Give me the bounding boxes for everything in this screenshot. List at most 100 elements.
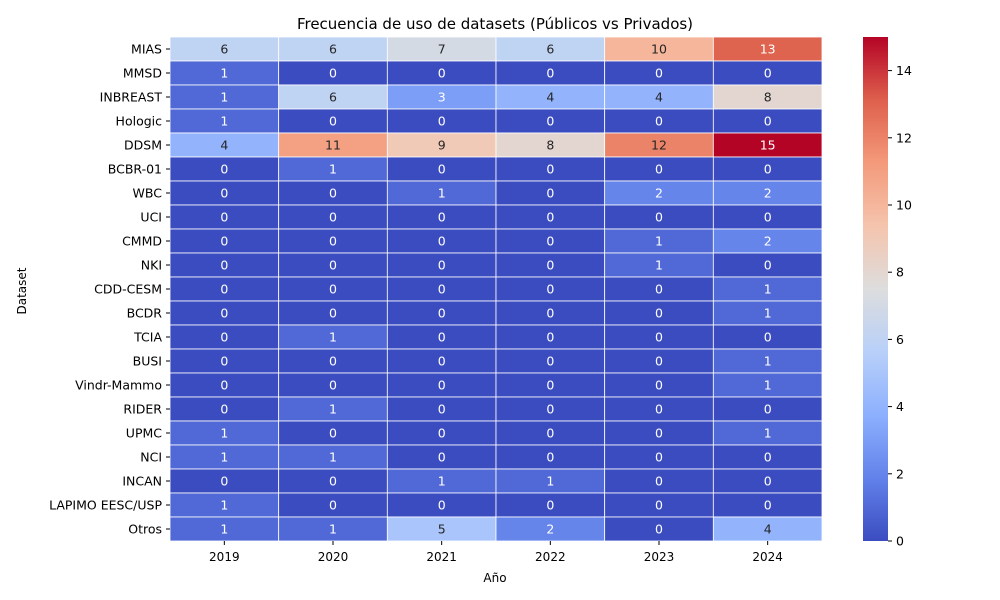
- heatmap-cell: [712, 300, 823, 326]
- cell-value-label: 0: [764, 330, 772, 345]
- x-axis-label: Año: [483, 571, 506, 585]
- heatmap-cell: [278, 228, 388, 254]
- heatmap-cell: [604, 492, 714, 518]
- heatmap-cell: [495, 372, 606, 398]
- heatmap-cell: [278, 516, 388, 542]
- cell-value-label: 0: [655, 354, 663, 369]
- heatmap-cell: [169, 324, 280, 350]
- y-tick-label: BUSI: [133, 354, 162, 369]
- cell-value-label: 8: [546, 138, 554, 153]
- cell-value-label: 1: [764, 282, 772, 297]
- cell-value-label: 0: [546, 186, 554, 201]
- heatmap-cell: [169, 300, 280, 326]
- heatmap-cell: [604, 396, 714, 422]
- cell-value-label: 1: [329, 522, 337, 537]
- heatmap-cell: [712, 156, 823, 182]
- y-tick-label: WBC: [133, 186, 163, 201]
- cell-value-label: 0: [655, 450, 663, 465]
- cell-value-label: 1: [655, 234, 663, 249]
- heatmap-cell: [386, 132, 497, 158]
- cell-value-label: 1: [764, 426, 772, 441]
- cell-value-label: 4: [655, 90, 663, 105]
- heatmap-cell: [169, 156, 280, 182]
- heatmap-cell: [278, 108, 388, 134]
- cell-value-label: 0: [546, 114, 554, 129]
- cell-value-label: 11: [325, 138, 341, 153]
- cell-value-label: 0: [655, 66, 663, 81]
- heatmap-cell: [278, 300, 388, 326]
- x-tick-label: 2019: [209, 550, 240, 564]
- heatmap-cell: [495, 108, 606, 134]
- heatmap-cell: [495, 276, 606, 302]
- colorbar-tick-label: 12: [896, 130, 912, 145]
- cell-value-label: 0: [546, 402, 554, 417]
- y-tick-label: LAPIMO EESC/USP: [49, 498, 162, 513]
- cell-value-label: 0: [220, 354, 228, 369]
- cell-value-label: 0: [764, 66, 772, 81]
- y-tick-label: DDSM: [124, 138, 162, 153]
- heatmap-cell: [495, 420, 606, 446]
- y-axis-label: Dataset: [15, 267, 29, 314]
- heatmap-cell: [604, 324, 714, 350]
- heatmap-cell: [169, 420, 280, 446]
- cell-value-label: 0: [220, 378, 228, 393]
- cell-value-label: 1: [764, 378, 772, 393]
- heatmap-cell: [386, 108, 497, 134]
- cell-value-label: 0: [329, 354, 337, 369]
- cell-value-label: 1: [220, 114, 228, 129]
- cell-value-label: 0: [546, 210, 554, 225]
- heatmap-cell: [712, 108, 823, 134]
- heatmap-cell: [712, 468, 823, 494]
- cell-value-label: 0: [220, 186, 228, 201]
- cell-value-label: 0: [655, 282, 663, 297]
- heatmap-cell: [604, 84, 714, 110]
- heatmap-cell: [712, 372, 823, 398]
- heatmap-cell: [169, 444, 280, 470]
- cell-value-label: 0: [764, 402, 772, 417]
- chart-title: Frecuencia de uso de datasets (Públicos …: [297, 15, 693, 33]
- cell-value-label: 0: [220, 162, 228, 177]
- cell-value-label: 0: [546, 282, 554, 297]
- heatmap-cell: [169, 516, 280, 542]
- heatmap-cell: [712, 348, 823, 374]
- x-tick-label: 2022: [535, 550, 566, 564]
- cell-value-label: 0: [438, 378, 446, 393]
- cell-value-label: 1: [220, 426, 228, 441]
- y-tick-label: CDD-CESM: [94, 282, 162, 297]
- heatmap-cell: [495, 204, 606, 230]
- y-tick-label: UPMC: [126, 426, 162, 441]
- x-tick-label: 2023: [644, 550, 675, 564]
- y-tick-label: BCDR: [127, 306, 163, 321]
- cell-value-label: 1: [329, 330, 337, 345]
- heatmap-cell: [278, 324, 388, 350]
- cell-value-label: 0: [764, 474, 772, 489]
- cell-value-label: 0: [329, 186, 337, 201]
- cell-value-label: 0: [655, 330, 663, 345]
- colorbar-tick-label: 14: [896, 63, 912, 78]
- heatmap-cell: [604, 204, 714, 230]
- cell-value-label: 0: [438, 234, 446, 249]
- cell-value-label: 12: [651, 138, 667, 153]
- cell-value-label: 0: [764, 162, 772, 177]
- heatmap-cell: [712, 36, 823, 62]
- heatmap-cell: [495, 132, 606, 158]
- cell-value-label: 2: [764, 234, 772, 249]
- cell-value-label: 0: [438, 402, 446, 417]
- cell-value-label: 0: [764, 498, 772, 513]
- cell-value-label: 0: [329, 474, 337, 489]
- y-tick-label: UCI: [140, 210, 162, 225]
- heatmap-cell: [278, 84, 388, 110]
- heatmap-cell: [495, 348, 606, 374]
- y-tick-label: INBREAST: [100, 90, 163, 105]
- cell-value-label: 2: [546, 522, 554, 537]
- cell-value-label: 5: [438, 522, 446, 537]
- colorbar-gradient: [863, 37, 888, 541]
- cell-value-label: 0: [655, 426, 663, 441]
- y-tick-label: INCAN: [122, 474, 162, 489]
- heatmap-cell: [386, 228, 497, 254]
- colorbar-tick-label: 2: [896, 466, 904, 481]
- cell-value-label: 4: [220, 138, 228, 153]
- heatmap-cells: 6 6 7 6 10 131 0 0 0 0 01 6 3 4 4 81 0 0 0 0 04 11 9 8 12 150 1 0 0 0…: [169, 36, 823, 542]
- heatmap-cell: [278, 252, 388, 278]
- cell-value-label: 0: [546, 66, 554, 81]
